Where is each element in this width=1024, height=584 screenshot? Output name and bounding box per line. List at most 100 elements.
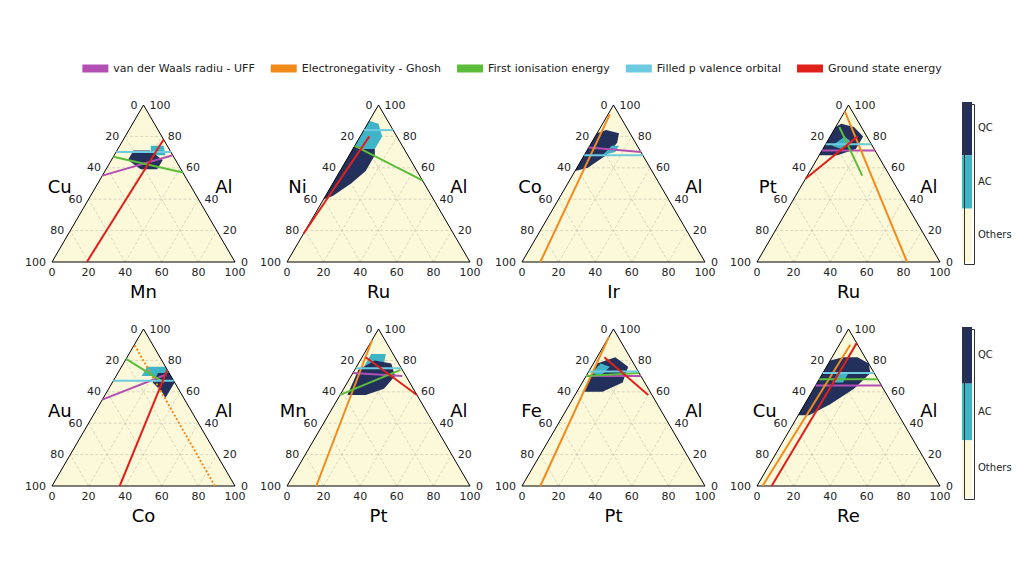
- svg-text:0: 0: [366, 323, 373, 336]
- svg-text:Au: Au: [48, 400, 72, 421]
- svg-text:Al: Al: [450, 176, 467, 197]
- svg-text:20: 20: [458, 448, 472, 461]
- svg-text:Al: Al: [215, 176, 232, 197]
- svg-text:Al: Al: [685, 400, 702, 421]
- svg-text:80: 80: [520, 224, 534, 237]
- svg-text:20: 20: [787, 490, 801, 503]
- svg-text:Ru: Ru: [837, 281, 860, 302]
- svg-text:80: 80: [873, 354, 887, 367]
- svg-text:Cu: Cu: [753, 400, 777, 421]
- svg-text:60: 60: [390, 490, 404, 503]
- svg-text:0: 0: [519, 490, 526, 503]
- svg-text:Pt: Pt: [370, 505, 388, 526]
- svg-text:40: 40: [557, 161, 571, 174]
- svg-text:60: 60: [186, 385, 200, 398]
- svg-text:100: 100: [930, 266, 951, 279]
- svg-text:0: 0: [284, 490, 291, 503]
- svg-text:80: 80: [520, 448, 534, 461]
- svg-text:100: 100: [385, 323, 406, 336]
- svg-text:100: 100: [460, 490, 481, 503]
- svg-text:Fe: Fe: [521, 400, 541, 421]
- svg-text:80: 80: [168, 130, 182, 143]
- svg-text:Al: Al: [685, 176, 702, 197]
- svg-text:20: 20: [105, 130, 119, 143]
- svg-text:100: 100: [225, 490, 246, 503]
- svg-text:80: 80: [755, 448, 769, 461]
- svg-text:80: 80: [661, 266, 675, 279]
- svg-text:Ground state energy: Ground state energy: [828, 62, 942, 75]
- svg-text:100: 100: [150, 99, 171, 112]
- svg-text:20: 20: [317, 266, 331, 279]
- svg-text:0: 0: [519, 266, 526, 279]
- svg-text:QC: QC: [978, 122, 993, 133]
- svg-text:100: 100: [620, 99, 641, 112]
- svg-text:20: 20: [458, 224, 472, 237]
- svg-text:Others: Others: [978, 229, 1012, 240]
- svg-text:0: 0: [366, 99, 373, 112]
- svg-text:80: 80: [403, 354, 417, 367]
- svg-text:80: 80: [638, 354, 652, 367]
- svg-text:100: 100: [260, 480, 281, 493]
- svg-text:80: 80: [426, 490, 440, 503]
- svg-text:100: 100: [495, 256, 516, 269]
- svg-text:40: 40: [792, 161, 806, 174]
- svg-text:20: 20: [340, 130, 354, 143]
- svg-text:0: 0: [754, 490, 761, 503]
- svg-text:20: 20: [223, 448, 237, 461]
- svg-text:20: 20: [928, 448, 942, 461]
- svg-text:Al: Al: [450, 400, 467, 421]
- svg-text:20: 20: [105, 354, 119, 367]
- svg-text:0: 0: [601, 99, 608, 112]
- svg-text:60: 60: [186, 161, 200, 174]
- svg-text:100: 100: [25, 256, 46, 269]
- svg-text:60: 60: [421, 161, 435, 174]
- svg-text:20: 20: [575, 354, 589, 367]
- svg-text:40: 40: [353, 490, 367, 503]
- svg-text:First ionisation energy: First ionisation energy: [488, 62, 610, 75]
- svg-text:40: 40: [353, 266, 367, 279]
- svg-text:40: 40: [792, 385, 806, 398]
- svg-text:80: 80: [661, 490, 675, 503]
- svg-text:80: 80: [168, 354, 182, 367]
- svg-text:80: 80: [755, 224, 769, 237]
- svg-text:80: 80: [896, 266, 910, 279]
- svg-text:Electronegativity - Ghosh: Electronegativity - Ghosh: [302, 62, 441, 75]
- svg-text:100: 100: [385, 99, 406, 112]
- svg-text:80: 80: [191, 490, 205, 503]
- svg-text:Al: Al: [920, 176, 937, 197]
- svg-text:80: 80: [403, 130, 417, 143]
- svg-text:20: 20: [575, 130, 589, 143]
- svg-text:100: 100: [620, 323, 641, 336]
- svg-text:Filled p valence orbital: Filled p valence orbital: [657, 62, 781, 75]
- svg-text:60: 60: [421, 385, 435, 398]
- svg-text:40: 40: [87, 385, 101, 398]
- svg-text:100: 100: [25, 480, 46, 493]
- svg-text:Co: Co: [132, 505, 156, 526]
- svg-text:80: 80: [50, 224, 64, 237]
- svg-text:100: 100: [730, 480, 751, 493]
- svg-text:80: 80: [426, 266, 440, 279]
- svg-text:100: 100: [930, 490, 951, 503]
- svg-text:20: 20: [810, 130, 824, 143]
- svg-text:Re: Re: [837, 505, 860, 526]
- svg-text:80: 80: [638, 130, 652, 143]
- svg-text:20: 20: [552, 490, 566, 503]
- svg-text:0: 0: [836, 323, 843, 336]
- svg-text:20: 20: [340, 354, 354, 367]
- svg-text:100: 100: [495, 480, 516, 493]
- svg-text:20: 20: [223, 224, 237, 237]
- svg-text:40: 40: [588, 266, 602, 279]
- svg-text:Others: Others: [978, 462, 1012, 473]
- svg-text:Al: Al: [920, 400, 937, 421]
- svg-text:80: 80: [191, 266, 205, 279]
- svg-text:0: 0: [601, 323, 608, 336]
- svg-text:60: 60: [625, 490, 639, 503]
- svg-text:60: 60: [656, 385, 670, 398]
- svg-text:0: 0: [284, 266, 291, 279]
- svg-text:100: 100: [855, 99, 876, 112]
- svg-text:QC: QC: [978, 349, 993, 360]
- svg-text:0: 0: [131, 99, 138, 112]
- svg-text:60: 60: [390, 266, 404, 279]
- svg-text:Co: Co: [518, 176, 542, 197]
- svg-text:20: 20: [810, 354, 824, 367]
